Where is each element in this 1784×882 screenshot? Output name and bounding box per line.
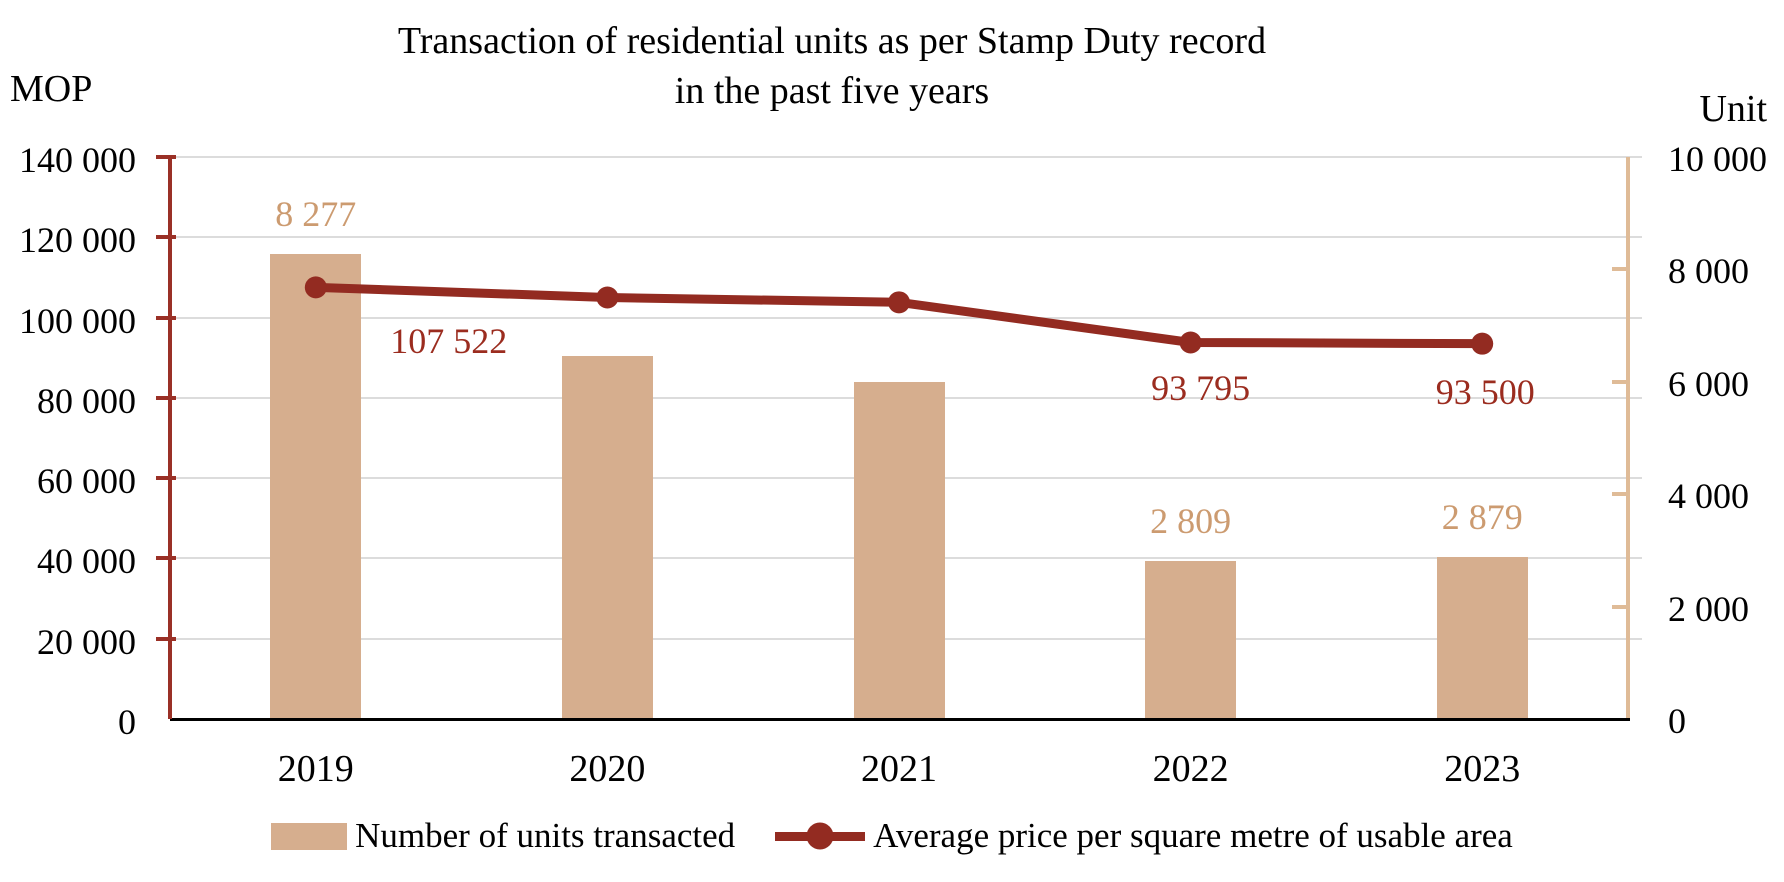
right-axis-tick-label: 10 000 [1668,139,1767,179]
bar-swatch-icon [271,822,348,850]
right-axis-tick-label: 2 000 [1668,588,1749,629]
left-axis-tick-label: 100 000 [19,300,136,341]
left-axis-tick [156,556,176,561]
bar-value-label: 2 809 [1150,501,1232,542]
right-axis-title: Unit [1699,88,1767,130]
bar [853,381,945,719]
left-axis-tick [156,476,176,481]
line-swatch-icon [775,822,866,850]
right-axis-tick-label: 0 [1668,701,1686,741]
left-axis-title: MOP [10,68,93,110]
gridline [170,236,1642,239]
legend-bar-label: Number of units transacted [355,816,736,855]
bar [270,253,362,719]
x-axis-line [170,718,1630,721]
left-axis-tick [156,315,176,320]
gridline [170,156,1642,158]
right-axis-tick [1612,379,1630,384]
right-axis-tick [1612,604,1630,609]
chart-title-line2: in the past five years [674,70,990,112]
left-axis-tick-label: 80 000 [37,380,136,421]
x-axis-label: 2022 [1152,748,1229,790]
line-value-label: 107 522 [390,321,508,362]
bar-value-label: 8 277 [275,193,357,234]
chart-title: Transaction of residential units as per … [0,16,1664,116]
line-point [888,291,910,314]
bar [1436,557,1528,719]
x-axis-label: 2023 [1444,748,1521,790]
x-axis-label: 2021 [861,748,937,790]
gridline [170,316,1642,319]
line-point [1179,331,1202,354]
legend-item-bars: Number of units transacted [271,816,735,856]
x-axis-label: 2019 [277,748,354,790]
left-axis-tick [156,235,176,240]
left-axis-tick [156,155,176,159]
line-value-label: 93 500 [1435,371,1535,412]
bar [561,355,653,719]
line-point [304,276,327,299]
left-axis-tick-label: 140 000 [19,140,136,180]
legend-item-line: Average price per square metre of usable… [775,816,1513,856]
line-point [1471,332,1494,355]
left-axis-tick [156,395,176,400]
right-axis-tick-label: 6 000 [1668,363,1749,404]
left-axis-line [168,157,172,719]
right-axis-line [1626,157,1630,719]
line-marker-icon [806,822,834,850]
right-axis-tick [1612,492,1630,497]
left-axis-tick [156,636,176,641]
line-point [596,286,619,309]
chart-title-line1: Transaction of residential units as per … [397,20,1267,62]
right-axis-tick-label: 4 000 [1668,476,1749,517]
legend: Number of units transacted Average price… [0,816,1784,856]
right-axis-tick [1612,267,1630,272]
legend-line-label: Average price per square metre of usable… [873,816,1513,855]
bar-value-label: 2 879 [1441,497,1523,538]
left-axis-tick-label: 120 000 [19,220,136,261]
x-axis-label: 2020 [569,748,646,790]
left-axis-tick-label: 40 000 [37,541,136,582]
left-axis-tick-label: 60 000 [37,461,136,502]
line-value-label: 93 795 [1151,368,1251,409]
bar [1145,561,1237,719]
left-axis-tick-label: 20 000 [37,621,136,662]
left-axis-tick-label: 0 [118,702,136,742]
right-axis-tick-label: 8 000 [1668,251,1749,292]
